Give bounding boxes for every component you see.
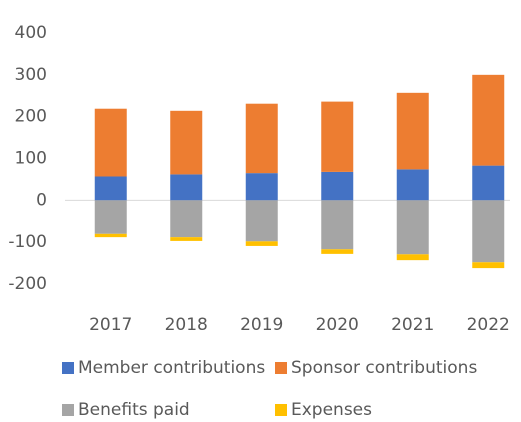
bar-segment — [321, 200, 354, 250]
bar-segment — [94, 108, 127, 177]
legend-swatch — [275, 362, 287, 374]
bar-segment — [94, 200, 127, 234]
bar-segment — [396, 200, 429, 255]
legend-label: Member contributions — [78, 358, 265, 378]
x-tick-label: 2021 — [391, 315, 434, 335]
x-tick-label: 2019 — [240, 315, 283, 335]
y-tick-label: 300 — [15, 65, 47, 85]
y-tick-label: 400 — [15, 23, 47, 43]
bar-segment — [472, 262, 505, 269]
bar-segment — [245, 200, 278, 242]
y-tick-label: 200 — [15, 107, 47, 127]
bar-segment — [170, 237, 203, 241]
legend-swatch — [275, 404, 287, 416]
x-tick-label: 2022 — [467, 315, 510, 335]
bar-segment — [396, 92, 429, 170]
y-tick-label: 100 — [15, 149, 47, 169]
bar-segment — [245, 173, 278, 201]
legend-label: Expenses — [291, 400, 372, 420]
legend-swatch — [62, 404, 74, 416]
bar-segment — [472, 74, 505, 166]
legend-swatch — [62, 362, 74, 374]
x-tick-label: 2017 — [89, 315, 132, 335]
bar-segment — [94, 233, 127, 238]
bar-segment — [396, 169, 429, 201]
legend-label: Benefits paid — [78, 400, 190, 420]
y-tick-label: -200 — [8, 274, 47, 294]
x-tick-label: 2018 — [165, 315, 208, 335]
legend-label: Sponsor contributions — [291, 358, 477, 378]
y-tick-label: -100 — [8, 232, 47, 252]
bar-segment — [321, 101, 354, 172]
y-tick-label: 0 — [36, 190, 47, 210]
bar-segment — [245, 103, 278, 174]
bar-segment — [472, 200, 505, 263]
bar-segment — [94, 176, 127, 201]
bar-segment — [472, 165, 505, 201]
bar-segment — [170, 110, 203, 175]
bar-segment — [245, 241, 278, 246]
x-tick-label: 2020 — [316, 315, 359, 335]
bar-segment — [396, 254, 429, 261]
bar-segment — [321, 171, 354, 201]
bar-segment — [321, 249, 354, 254]
bar-segment — [170, 174, 203, 201]
bar-segment — [170, 200, 203, 238]
